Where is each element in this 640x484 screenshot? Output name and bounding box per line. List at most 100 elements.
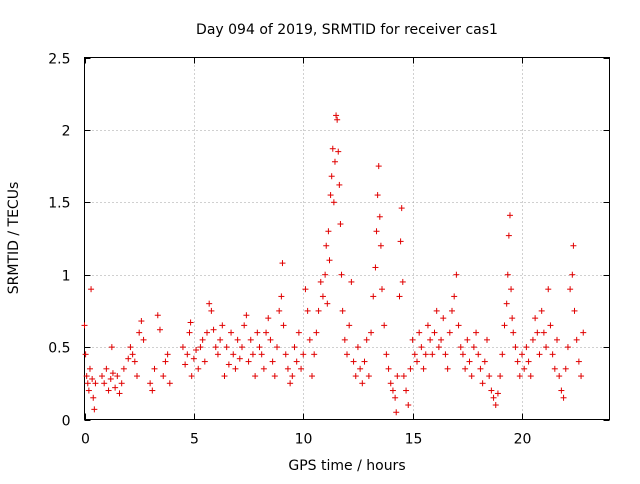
data-point bbox=[529, 336, 536, 343]
data-point bbox=[193, 346, 200, 353]
data-point bbox=[195, 365, 202, 372]
data-point bbox=[399, 278, 406, 285]
data-point bbox=[319, 293, 326, 300]
y-tick-label: 0 bbox=[62, 414, 71, 430]
data-point bbox=[326, 257, 333, 264]
data-point bbox=[549, 351, 556, 358]
data-point bbox=[116, 390, 123, 397]
data-point bbox=[416, 329, 423, 336]
data-point bbox=[468, 373, 475, 380]
data-point bbox=[118, 380, 125, 387]
data-point bbox=[509, 315, 516, 322]
data-point bbox=[147, 380, 154, 387]
data-point bbox=[149, 387, 156, 394]
data-point bbox=[120, 365, 127, 372]
data-point bbox=[492, 402, 499, 409]
data-point bbox=[567, 286, 574, 293]
data-point bbox=[486, 373, 493, 380]
data-point bbox=[252, 373, 259, 380]
data-point bbox=[405, 402, 412, 409]
data-point bbox=[323, 242, 330, 249]
data-point bbox=[311, 351, 318, 358]
data-point bbox=[444, 365, 451, 372]
data-point bbox=[186, 329, 193, 336]
data-point bbox=[514, 358, 521, 365]
data-point bbox=[422, 351, 429, 358]
data-point bbox=[516, 373, 523, 380]
data-point bbox=[389, 387, 396, 394]
data-point bbox=[219, 322, 226, 329]
data-point bbox=[90, 394, 97, 401]
data-point bbox=[451, 293, 458, 300]
data-point bbox=[267, 336, 274, 343]
data-point bbox=[506, 212, 513, 219]
data-point bbox=[504, 271, 511, 278]
data-point bbox=[336, 181, 343, 188]
data-point bbox=[499, 351, 506, 358]
data-point bbox=[89, 375, 96, 382]
data-point bbox=[84, 380, 91, 387]
y-tick-label: 1 bbox=[62, 269, 71, 285]
data-point bbox=[260, 365, 267, 372]
data-point bbox=[107, 375, 114, 382]
data-point bbox=[221, 373, 228, 380]
data-point bbox=[134, 373, 140, 380]
data-point bbox=[228, 329, 235, 336]
data-point bbox=[86, 365, 93, 372]
data-point bbox=[309, 373, 315, 380]
data-point bbox=[304, 307, 311, 314]
data-point bbox=[525, 358, 532, 365]
data-point bbox=[138, 318, 145, 325]
data-point bbox=[424, 322, 431, 329]
data-point bbox=[521, 365, 528, 372]
data-point bbox=[282, 351, 289, 358]
data-point bbox=[131, 358, 138, 365]
data-point bbox=[258, 351, 265, 358]
data-point bbox=[442, 351, 449, 358]
data-point bbox=[403, 387, 410, 394]
data-point bbox=[214, 351, 221, 358]
data-point bbox=[322, 271, 329, 278]
data-point bbox=[241, 322, 248, 329]
data-point bbox=[329, 145, 336, 152]
chart-title: Day 094 of 2019, SRMTID for receiver cas… bbox=[196, 22, 498, 38]
data-point bbox=[339, 307, 346, 314]
data-point bbox=[190, 355, 197, 362]
data-point bbox=[333, 112, 340, 119]
data-point bbox=[129, 351, 136, 358]
data-point bbox=[232, 365, 239, 372]
data-point bbox=[394, 373, 401, 380]
data-point bbox=[523, 344, 530, 351]
data-point bbox=[114, 373, 121, 380]
data-point bbox=[420, 365, 427, 372]
data-point bbox=[449, 307, 455, 314]
data-point bbox=[274, 344, 280, 351]
data-point bbox=[188, 373, 195, 380]
data-point bbox=[327, 192, 334, 199]
data-point bbox=[234, 336, 241, 343]
data-point bbox=[551, 365, 558, 372]
data-point bbox=[341, 336, 348, 343]
data-point bbox=[374, 192, 381, 199]
data-point bbox=[83, 373, 90, 380]
ticks: 0 0.5 1 1.5 2 2.5 0 5 10 15 20 bbox=[48, 52, 610, 448]
data-point bbox=[473, 329, 480, 336]
data-point bbox=[393, 409, 400, 416]
data-point bbox=[488, 387, 495, 394]
data-point bbox=[187, 319, 194, 326]
y-tick-label: 2 bbox=[62, 124, 71, 140]
data-point bbox=[398, 205, 405, 212]
data-point bbox=[411, 351, 418, 358]
data-point bbox=[575, 358, 582, 365]
data-point bbox=[519, 351, 525, 358]
data-point bbox=[279, 260, 286, 267]
data-point bbox=[503, 300, 510, 307]
data-point bbox=[99, 373, 105, 380]
data-point bbox=[431, 329, 438, 336]
data-point bbox=[293, 358, 300, 365]
data-point bbox=[435, 344, 442, 351]
data-point bbox=[494, 390, 501, 397]
data-point bbox=[490, 394, 497, 401]
data-point bbox=[306, 336, 313, 343]
data-point bbox=[536, 351, 543, 358]
